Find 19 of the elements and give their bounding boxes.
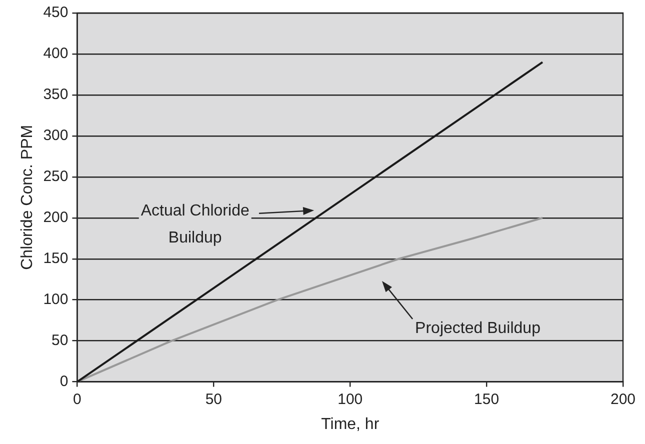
y-tick-label: 150 — [43, 250, 68, 268]
x-tick-label: 200 — [610, 390, 636, 408]
annotation: Actual Chloride Buildup — [140, 202, 250, 246]
y-tick-label: 0 — [60, 372, 68, 390]
x-axis-title: Time, hr — [321, 416, 380, 433]
y-tick-label: 400 — [43, 45, 68, 62]
y-tick-label: 350 — [43, 86, 68, 104]
x-tick-label: 150 — [474, 390, 500, 408]
x-tick-label: 100 — [338, 390, 363, 408]
y-axis-title: Chloride Conc. PPM — [19, 124, 36, 270]
y-tick-label: 450 — [43, 4, 68, 22]
x-tick-label: 0 — [73, 390, 82, 408]
y-tick-label: 100 — [43, 290, 68, 308]
y-tick-label: 200 — [43, 209, 68, 226]
x-tick-label: 50 — [205, 390, 222, 408]
y-tick-label: 300 — [43, 127, 68, 144]
y-tick-label: 250 — [43, 168, 68, 186]
y-tick-label: 50 — [52, 332, 68, 349]
annotation: Projected Buildup — [415, 320, 541, 338]
